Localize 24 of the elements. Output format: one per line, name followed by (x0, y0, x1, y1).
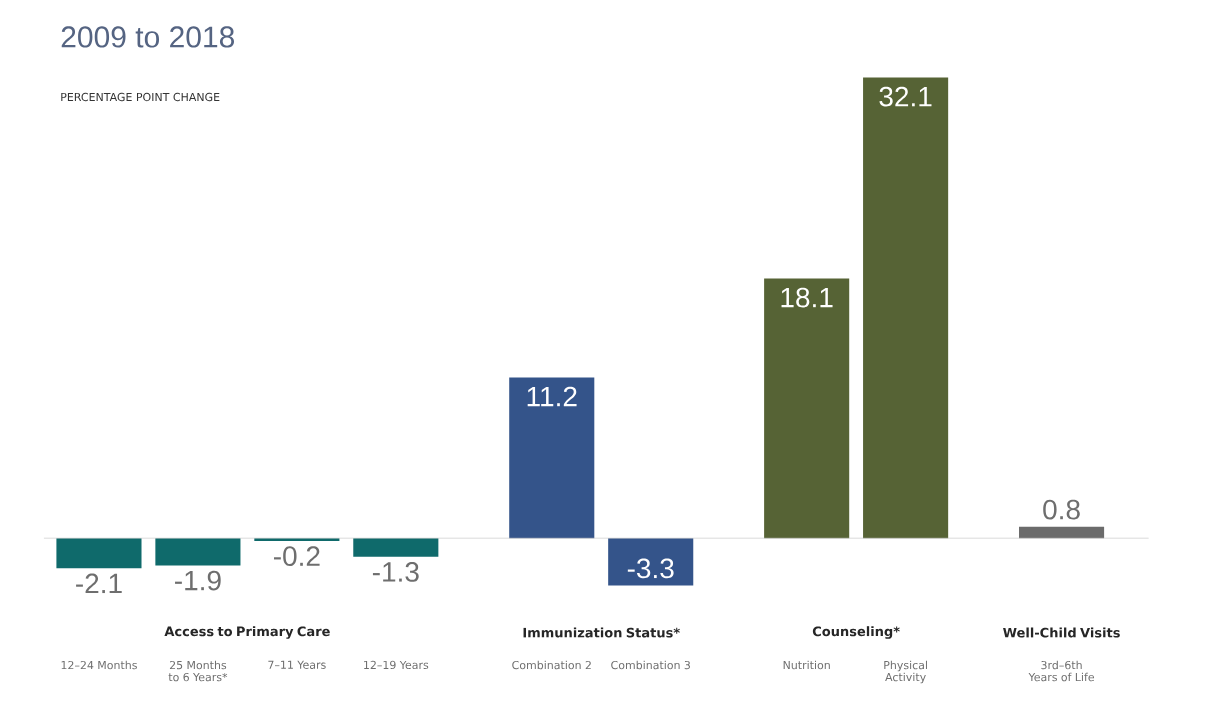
data-label: -1.9 (175, 570, 221, 591)
data-label: -1.3 (372, 562, 419, 582)
chart-title: 2009 to 2018 (61, 26, 235, 48)
data-label: 11.2 (527, 386, 577, 407)
text: Access to Primary Care (164, 626, 330, 639)
x-tick-label: Nutrition (783, 660, 830, 670)
data-label: 32.1 (879, 86, 932, 107)
x-tick-label: 25 Months to 6 Years* (168, 660, 228, 682)
text: Well-Child Visits (1003, 627, 1120, 638)
x-tick-label: 3rd–6th Years of Life (1028, 660, 1095, 682)
x-tick-label: 12–24 Months (61, 660, 137, 670)
data-label: -3.3 (627, 558, 674, 579)
x-tick-label: 7–11 Years (268, 660, 326, 669)
text: Immunization Status* (523, 627, 680, 638)
x-tick-label: Physical Activity (884, 660, 927, 684)
data-label: -0.2 (273, 546, 320, 567)
text: PERCENTAGE POINT CHANGE (61, 92, 220, 102)
x-tick-label: Combination 3 (611, 660, 690, 670)
data-label: 0.8 (1043, 499, 1080, 520)
x-tick-label: 12–19 Years (364, 660, 429, 670)
data-label: 18.1 (781, 287, 833, 308)
data-label: -2.1 (76, 573, 122, 594)
text: Counseling* (812, 626, 900, 639)
x-tick-label: Combination 2 (512, 660, 591, 670)
